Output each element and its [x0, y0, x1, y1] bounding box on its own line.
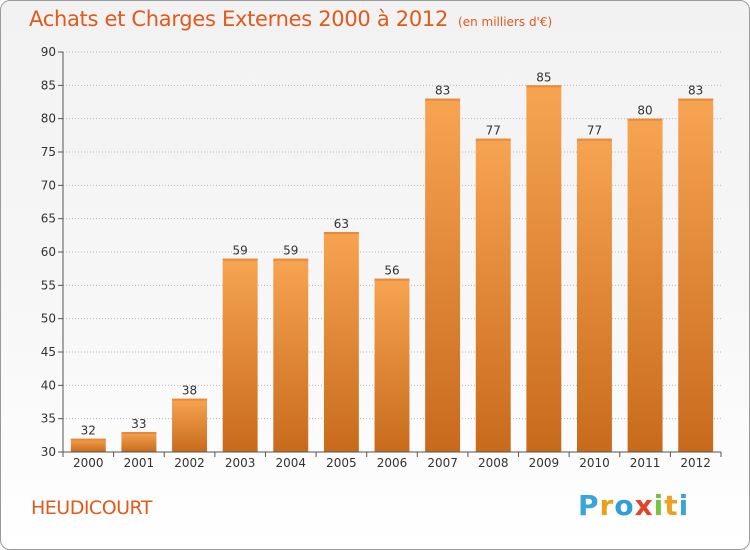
y-tick-label: 80	[41, 112, 56, 126]
x-tick-label: 2001	[124, 456, 155, 470]
bar-2002	[172, 398, 208, 452]
bar-top-edge	[475, 138, 511, 141]
x-tick-label: 2000	[73, 456, 104, 470]
chart-title: Achats et Charges Externes 2000 à 2012 (e…	[29, 7, 552, 31]
data-label: 32	[81, 424, 96, 438]
bar-2001	[121, 432, 157, 452]
x-tick-label: 2009	[529, 456, 560, 470]
bar-2010	[576, 138, 612, 452]
bar-2012	[678, 98, 714, 453]
proxiti-logo[interactable]: Proxiti	[578, 489, 690, 522]
bar-2011	[627, 118, 663, 453]
y-tick-label: 50	[41, 312, 56, 326]
data-label: 38	[182, 384, 197, 398]
commune-name: HEUDICOURT	[31, 497, 153, 519]
bar-2007	[425, 98, 461, 453]
data-label: 83	[435, 84, 450, 98]
bar-top-edge	[273, 258, 309, 261]
x-tick-label: 2004	[275, 456, 306, 470]
data-label: 59	[233, 244, 248, 258]
y-tick-label: 40	[41, 378, 56, 392]
x-tick-label: 2005	[326, 456, 357, 470]
bar-2004	[273, 258, 309, 452]
bar-top-edge	[70, 438, 106, 441]
y-tick-label: 75	[41, 145, 56, 159]
bar-top-edge	[576, 138, 612, 141]
x-tick-label: 2011	[630, 456, 661, 470]
data-label: 77	[486, 124, 501, 138]
bar-2006	[374, 278, 410, 452]
y-tick-label: 30	[41, 445, 56, 459]
y-tick-label: 85	[41, 78, 56, 92]
bar-top-edge	[121, 432, 157, 434]
bars: 32 33 38 59 59 63 56 83 77 85 77 80 83	[70, 70, 714, 453]
y-tick-label: 65	[41, 212, 56, 226]
bar-top-edge	[526, 85, 562, 88]
data-label: 56	[384, 264, 399, 278]
bar-top-edge	[172, 398, 208, 401]
bar-2009	[526, 85, 562, 452]
data-label: 33	[131, 417, 146, 431]
data-label: 77	[587, 124, 602, 138]
y-tick-label: 45	[41, 345, 56, 359]
bar-2008	[475, 138, 511, 452]
bar-top-edge	[323, 232, 359, 234]
data-label: 83	[688, 84, 703, 98]
x-tick-label: 2006	[377, 456, 408, 470]
data-label: 85	[536, 70, 551, 84]
bar-top-edge	[222, 258, 258, 261]
x-axis: 2000 2001 2002 2003 2004 2005 2006 2007 2008 2009…	[62, 451, 722, 470]
y-tick-label: 70	[41, 178, 56, 192]
x-tick-label: 2003	[225, 456, 256, 470]
x-tick-label: 2007	[427, 456, 458, 470]
data-label: 63	[334, 217, 349, 231]
y-tick-label: 60	[41, 245, 56, 259]
data-label: 80	[637, 104, 652, 118]
bar-top-edge	[374, 278, 410, 281]
chart-title-text: Achats et Charges Externes 2000 à 2012	[29, 7, 449, 31]
x-tick-label: 2012	[680, 456, 711, 470]
x-tick-label: 2002	[174, 456, 205, 470]
y-tick-label: 35	[41, 412, 56, 426]
y-tick-label: 55	[41, 278, 56, 292]
x-tick-label: 2010	[579, 456, 610, 470]
y-tick-label: 90	[41, 45, 56, 59]
bar-top-edge	[678, 98, 714, 101]
bar-top-edge	[425, 98, 461, 101]
bar-2005	[323, 232, 359, 452]
bar-2000	[70, 438, 106, 452]
bar-2003	[222, 258, 258, 452]
bar-top-edge	[627, 118, 663, 121]
y-axis: 30 35 40 45 50 55 60 65 70 75 80 85 90	[41, 45, 64, 459]
chart-unit: (en milliers d'€)	[458, 15, 553, 29]
x-tick-label: 2008	[478, 456, 509, 470]
data-label: 59	[283, 244, 298, 258]
